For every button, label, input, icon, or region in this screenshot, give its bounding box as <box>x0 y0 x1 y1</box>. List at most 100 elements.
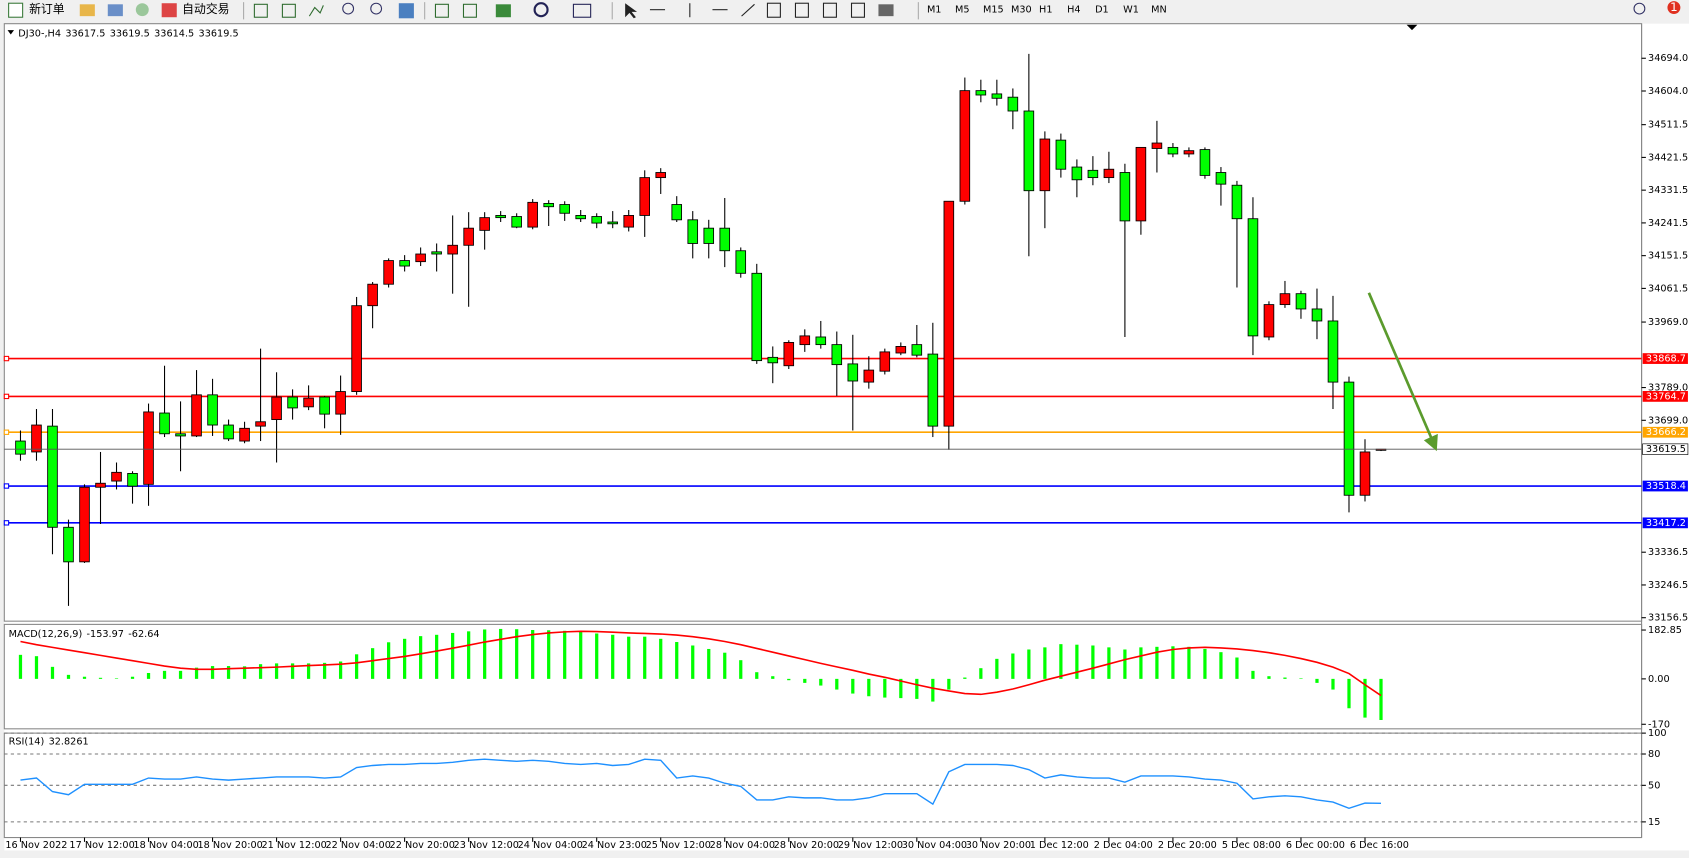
macd-bar <box>162 670 167 679</box>
shift-icon[interactable] <box>462 3 477 18</box>
macd-bar <box>595 633 599 679</box>
timeframe-button[interactable]: M5 <box>955 5 970 16</box>
candle-body <box>1359 451 1371 496</box>
macd-bar <box>1347 678 1351 709</box>
scroll-icon[interactable] <box>434 3 449 18</box>
zoom-out-icon[interactable] <box>370 2 383 15</box>
y-tick-label: 80 <box>1648 749 1660 760</box>
macd-bar <box>787 678 791 681</box>
macd-bar <box>643 636 647 679</box>
x-tick-label: 30 Nov 20:00 <box>966 840 1031 851</box>
line-icon[interactable] <box>308 5 324 17</box>
label-icon[interactable] <box>850 2 865 18</box>
search-icon[interactable] <box>1633 2 1646 15</box>
macd-bar <box>979 668 983 679</box>
arrows-icon[interactable] <box>878 4 894 17</box>
timeframe-button[interactable]: W1 <box>1123 5 1139 16</box>
macd-bar <box>1187 646 1191 679</box>
candle-body <box>15 440 26 455</box>
bar-chart-icon[interactable] <box>253 3 268 18</box>
shift-marker <box>1406 24 1418 31</box>
macd-bar <box>963 677 967 679</box>
x-tick-label: 28 Nov 20:00 <box>774 840 839 851</box>
trendline-icon[interactable] <box>741 3 755 17</box>
candle-body <box>1183 150 1195 155</box>
macd-bar <box>338 661 343 679</box>
rsi-title: RSI(14) <box>9 737 45 748</box>
icon[interactable] <box>135 3 149 17</box>
last-close: 33619.5 <box>199 28 239 39</box>
macd-bar <box>1043 647 1047 679</box>
notification-badge[interactable] <box>1667 1 1681 14</box>
timeframe-button[interactable]: H1 <box>1039 5 1052 16</box>
channel-icon[interactable] <box>766 2 781 18</box>
candle-body <box>239 427 250 442</box>
macd-bar <box>451 632 455 679</box>
indicators-icon[interactable] <box>495 4 511 18</box>
candle-body <box>783 342 795 367</box>
timeframe-button[interactable]: M15 <box>983 5 1004 16</box>
candle-body <box>255 421 266 427</box>
new-order-icon[interactable] <box>8 2 24 18</box>
fibo-icon[interactable] <box>794 2 809 18</box>
macd-bar <box>771 676 775 679</box>
candle-icon[interactable] <box>281 3 296 18</box>
timeframe-button[interactable]: D1 <box>1095 5 1109 16</box>
y-tick-label: 34604.0 <box>1648 86 1688 97</box>
candle-body <box>1103 168 1115 179</box>
signal-last: -62.64 <box>128 629 159 640</box>
candle-body <box>831 344 843 366</box>
x-tick-label: 6 Dec 16:00 <box>1350 840 1409 851</box>
macd-bar <box>274 663 279 679</box>
timeframe-button[interactable]: MN <box>1151 5 1167 16</box>
level-handle <box>3 429 10 435</box>
level-label-bg <box>1642 426 1688 438</box>
macd-bar <box>18 654 23 679</box>
candle-body <box>879 351 891 372</box>
x-tick-label: 24 Nov 23:00 <box>582 840 647 851</box>
candle-body <box>95 482 106 488</box>
macd-bar <box>226 666 231 679</box>
x-tick-label: 22 Nov 04:00 <box>326 840 391 851</box>
level-label-bg <box>1642 391 1688 402</box>
templates-icon[interactable] <box>572 3 592 18</box>
macd-bar <box>579 631 583 679</box>
candle-body <box>1151 142 1163 149</box>
auto-trade[interactable]: 自动交易 <box>182 2 229 16</box>
text-icon[interactable] <box>822 2 837 18</box>
periods-icon[interactable] <box>533 2 549 18</box>
x-tick-label: 1 Dec 12:00 <box>1030 840 1089 851</box>
level-handle <box>3 355 10 362</box>
candle-body <box>927 353 939 427</box>
timeframe-button[interactable]: H4 <box>1067 5 1080 16</box>
macd-bar <box>387 642 391 679</box>
level-label: 33868.7 <box>1646 354 1686 365</box>
zoom-in-icon[interactable] <box>342 2 355 15</box>
macd-bar <box>258 664 263 679</box>
new-order[interactable]: 新订单 <box>29 2 65 16</box>
icon[interactable] <box>107 4 123 17</box>
macd-bar <box>1219 652 1223 679</box>
candle-body <box>1135 146 1147 222</box>
cursor-icon[interactable] <box>625 3 638 19</box>
notification-count: 1 <box>1670 0 1678 14</box>
macd-bar <box>1171 646 1175 679</box>
candle-body <box>175 433 186 437</box>
x-tick-label: 24 Nov 04:00 <box>518 840 583 851</box>
macd-bar <box>675 642 679 679</box>
y-tick-label: 33699.0 <box>1648 415 1688 426</box>
candle-body <box>111 471 122 482</box>
tile-icon[interactable] <box>398 3 414 19</box>
macd-bar <box>851 678 855 694</box>
icon[interactable] <box>79 4 95 17</box>
auto-trade-icon[interactable] <box>161 3 177 18</box>
menu-marker <box>7 30 15 35</box>
timeframe-button[interactable]: M1 <box>927 5 942 16</box>
y-tick-label: -170 <box>1648 719 1670 730</box>
macd-bar <box>1283 677 1287 679</box>
macd-bar <box>1123 649 1127 679</box>
macd-bar <box>515 629 519 679</box>
timeframe-button[interactable]: M30 <box>1011 5 1032 16</box>
